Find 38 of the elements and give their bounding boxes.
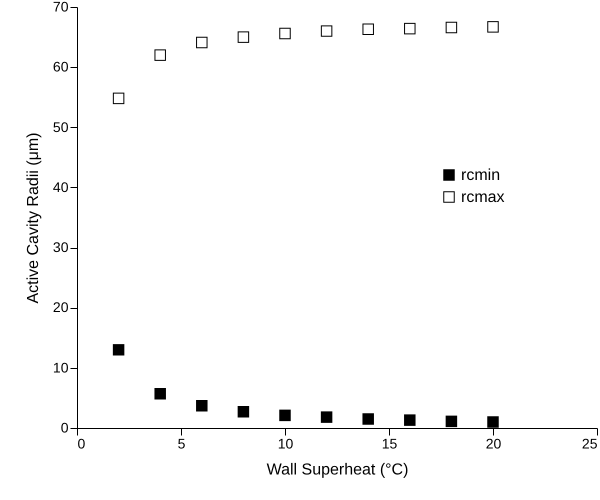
point [362,24,374,35]
point [487,21,499,33]
x-tick-label: 5 [178,436,186,452]
point [238,406,250,418]
point [238,31,250,43]
point [279,410,291,422]
x-tick-label: 20 [486,436,502,452]
x-tick-label: 10 [278,436,294,452]
x-axis-title: Wall Superheat (°C) [266,462,408,478]
legend-label: rcmin [461,166,500,184]
point [487,416,499,428]
point [196,36,208,48]
y-tick-label: 70 [52,0,69,14]
point [446,416,458,428]
point [154,49,166,61]
point [362,413,374,425]
y-axis-title: Active Cavity Radii (μm) [24,132,42,304]
y-tick-label: 50 [52,118,69,135]
point [404,22,416,34]
y-tick-label: 20 [52,299,69,316]
y-tick-label: 30 [52,239,69,256]
y-tick-label: 40 [52,178,69,195]
y-tick-label: 0 [60,420,69,436]
legend-label: rcmax [461,188,505,206]
point [404,414,416,426]
point [112,344,124,356]
x-tick-label: 0 [78,436,86,452]
y-tick-label: 60 [52,58,69,75]
x-tick-label: 25 [582,436,598,452]
point [112,92,124,104]
point [320,25,332,37]
point [446,22,458,34]
point [279,28,291,40]
y-tick-label: 10 [52,359,69,376]
point [154,388,166,400]
point [196,400,208,412]
point [320,411,332,423]
x-tick-label: 15 [382,436,398,452]
